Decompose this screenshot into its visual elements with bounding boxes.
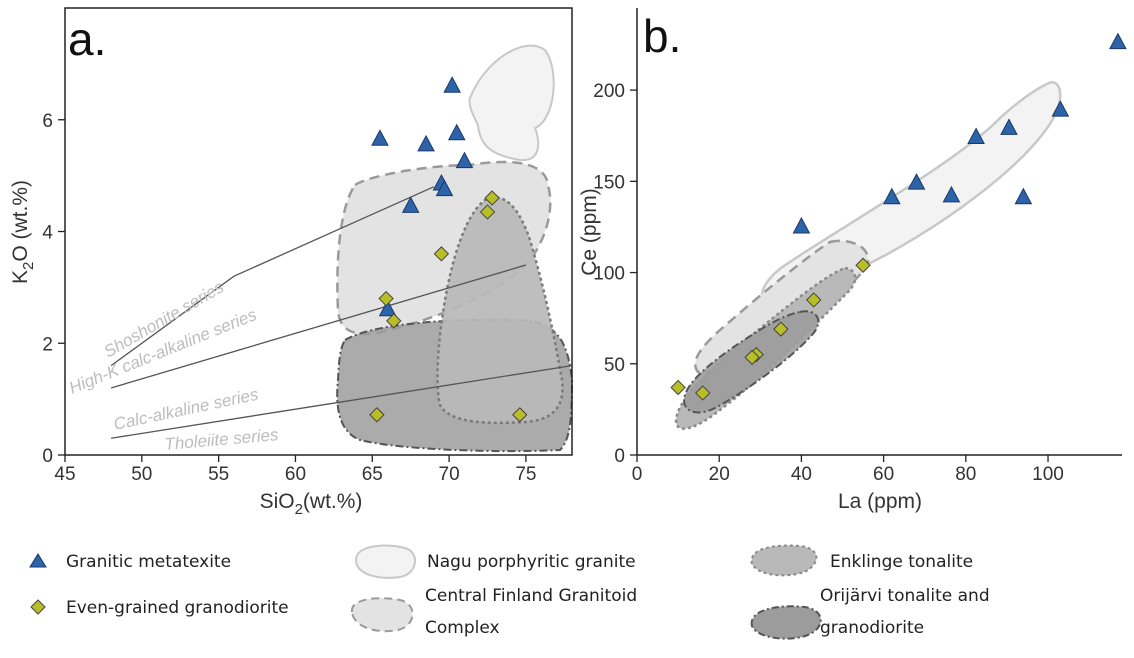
axes-a: 45 50 55 60 65 70 75 0 2 4 6 [42,7,573,485]
legend: Granitic metatexite Even-grained granodi… [29,544,990,640]
panel-label-b: b. [643,10,681,62]
enklinge-field-a [436,196,564,425]
y-tick-label-a: 2 [42,334,53,355]
y-tick-label-b: 0 [614,446,625,467]
legend-label-enklinge: Enklinge tonalite [830,552,973,572]
x-tick-label-a: 45 [54,464,75,485]
granodiorite-point [433,246,450,262]
x-tick-label-b: 100 [1032,464,1064,485]
granodiorite-point [855,257,871,273]
x-tick-label-a: 60 [285,464,306,485]
granodiorite-point [378,290,394,307]
legend-label-metatexite: Granitic metatexite [66,552,231,572]
enklinge-swatch-icon [750,544,818,577]
legend-item-central-finland: Central Finland Granitoid Complex [351,586,637,638]
field-polygons-b [674,81,1062,430]
x-tick-label-b: 60 [873,464,894,485]
metatexite-point [1014,187,1033,205]
granodiorite-point [773,321,789,337]
legend-item-enklinge: Enklinge tonalite [750,544,973,577]
x-tick-label-a: 50 [131,464,152,485]
legend-label-nagu: Nagu porphyritic granite [427,552,636,572]
metatexite-point [447,123,466,141]
series-boundary-line [110,264,527,389]
y-tick-label-b: 50 [604,355,625,376]
data-points-b [670,32,1127,401]
metatexite-point [882,187,901,205]
granodiorite-point [386,313,402,329]
metatexite-point [401,196,420,213]
series-boundary-lines [110,186,573,439]
metatexite-point [907,173,926,190]
legend-label-orijarvi-2: granodiorite [820,618,924,638]
series-boundary-line [110,186,434,367]
legend-label-granodiorite: Even-grained granodiorite [66,598,289,618]
legend-item-metatexite: Granitic metatexite [29,552,231,572]
metatexite-point [378,299,397,317]
orijarvi-swatch-icon [750,605,822,640]
granodiorite-point [670,379,686,396]
x-tick-label-a: 75 [515,464,536,485]
granodiorite-point [744,349,760,366]
legend-item-orijarvi: Orijärvi tonalite and granodiorite [750,586,990,640]
y-tick-label-b: 100 [593,264,625,285]
x-tick-label-a: 55 [208,464,229,485]
y-axis-title-b: Ce (ppm) [578,188,601,276]
metatexite-point [1000,118,1018,135]
metatexite-point [371,129,389,146]
granodiorite-point [806,292,822,308]
metatexite-point [455,151,474,169]
x-tick-label-b: 80 [955,464,976,485]
panel-a: Shoshonite series High-K calc-alkaline s… [9,7,574,518]
panel-label-a: a. [68,13,106,65]
x-tick-label-b: 40 [791,464,812,485]
granodiorite-point [695,385,711,401]
x-tick-label-b: 20 [709,464,730,485]
series-boundary-line [110,364,573,439]
y-tick-label-a: 6 [42,111,53,132]
y-tick-label-b: 150 [593,172,625,193]
x-tick-label-b: 0 [632,464,643,485]
panel-b: 0 20 40 60 80 100 0 50 100 150 200 b. La (ppm) Ce … [578,8,1127,513]
legend-label-central-1: Central Finland Granitoid [425,586,637,606]
metatexite-point [417,134,435,152]
metatexite-point [792,216,811,234]
legend-item-granodiorite: Even-grained granodiorite [30,598,289,618]
legend-label-central-2: Complex [425,618,500,638]
y-tick-label-a: 4 [42,223,53,244]
metatexite-point [967,127,985,145]
granodiorite-point [484,190,500,206]
y-tick-label-b: 200 [593,81,625,102]
x-tick-label-a: 70 [439,464,460,485]
diamond-marker-icon [30,599,46,615]
x-axis-title-b: La (ppm) [838,490,922,513]
legend-item-nagu: Nagu porphyritic granite [354,544,636,579]
metatexite-point [1051,100,1070,117]
field-polygons-a [336,44,574,453]
x-tick-label-a: 65 [362,464,383,485]
legend-label-orijarvi-1: Orijärvi tonalite and [820,586,990,606]
data-points-a [369,76,528,423]
x-axis-title-a: SiO2(wt.%) [260,490,363,518]
metatexite-point [1109,32,1127,50]
central-finland-swatch-icon [351,597,414,633]
y-tick-label-a: 0 [42,446,53,467]
series-labels: Shoshonite series High-K calc-alkaline s… [66,277,279,454]
y-axis-title-a: K2O (wt.%) [9,180,37,284]
triangle-marker-icon [29,553,47,568]
nagu-swatch-icon [354,544,416,579]
granodiorite-point [512,407,528,423]
nagu-field-a [468,44,555,162]
axes-b: 0 20 40 60 80 100 0 50 100 150 200 [593,8,1122,485]
granodiorite-point [369,407,385,423]
metatexite-point [942,185,961,203]
tholeiite-label: Tholeiite series [164,425,280,454]
granodiorite-point [479,204,496,220]
metatexite-point [443,76,461,93]
metatexite-point [435,179,454,197]
